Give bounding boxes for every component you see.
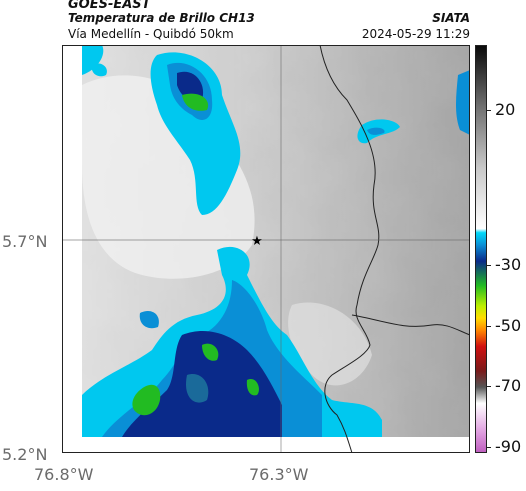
- colorbar-label-minus70: -70: [495, 376, 522, 395]
- satellite-map[interactable]: ★: [62, 45, 470, 453]
- colorbar-label-minus50: -50: [495, 316, 522, 335]
- org-label: SIATA: [432, 11, 470, 25]
- cloud-small-west: [139, 310, 159, 329]
- colorbar-label-20: 20: [495, 100, 516, 119]
- satellite-title: GOES-EAST: [68, 0, 151, 12]
- datetime-label: 2024-05-29 11:29: [361, 27, 470, 41]
- colorbar: [475, 45, 487, 453]
- product-title: Temperatura de Brillo CH13: [68, 11, 255, 25]
- colorbar-label-minus90: -90: [495, 437, 522, 456]
- y-tick-5-2N: 5.2°N: [2, 445, 48, 464]
- convective-cloud-north: [150, 52, 241, 215]
- cloud-small-north: [91, 63, 107, 77]
- colorbar-label-minus30: -30: [495, 255, 522, 274]
- cloud-west-edge: [82, 45, 104, 75]
- x-tick-76-3W: 76.3°W: [249, 465, 309, 484]
- y-tick-5-7N: 5.7°N: [2, 232, 48, 251]
- border-line: [319, 45, 380, 453]
- border-line-2: [351, 314, 470, 336]
- route-subtitle: Vía Medellín - Quibdó 50km: [68, 27, 234, 41]
- cloud-east-edge: [456, 70, 470, 135]
- convective-cloud-south: [82, 246, 382, 437]
- x-tick-76-8W: 76.8°W: [34, 465, 94, 484]
- star-marker: ★: [251, 234, 263, 249]
